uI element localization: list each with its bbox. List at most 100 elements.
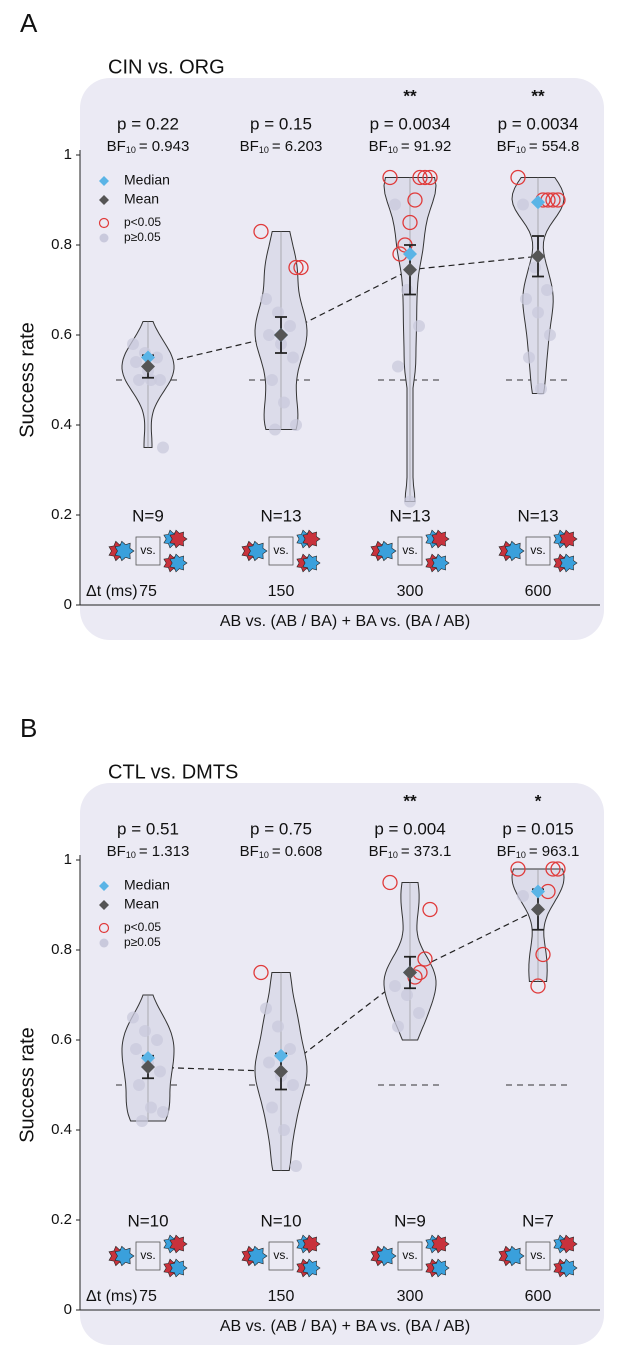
icon-shape [302, 553, 321, 573]
sig-point [530, 978, 546, 994]
chart-title: CTL vs. DMTS [108, 761, 238, 783]
sig-point [382, 169, 398, 186]
point [130, 1043, 142, 1055]
y-tick-label: 0 [64, 596, 72, 613]
legend-sig [98, 217, 110, 229]
y-tick-label: 0.8 [51, 236, 72, 253]
point [413, 1007, 425, 1019]
p-value: p = 0.15 [250, 114, 312, 133]
bf-value: = 6.203 [272, 138, 322, 155]
mean [403, 262, 417, 277]
icon-shape [559, 1234, 578, 1254]
icon-text: vs. [273, 543, 288, 557]
point [269, 423, 281, 436]
y-tick-label: 0.2 [51, 506, 72, 523]
icon-text: vs. [402, 543, 417, 557]
icon-text: vs. [530, 543, 545, 557]
bayes-factor: BF10 = 1.313 [107, 843, 190, 860]
point [389, 198, 401, 211]
dt-label: Δt (ms) [86, 583, 138, 600]
p-value: p = 0.51 [117, 819, 179, 838]
chart-title: CIN vs. ORG [108, 56, 225, 78]
sig-point [417, 169, 433, 186]
icon-box [525, 1241, 551, 1271]
icon-shape [376, 1245, 397, 1267]
median [531, 195, 545, 210]
icon-text: vs. [140, 1248, 155, 1262]
significance-stars: * [535, 791, 542, 810]
y-tick-label: 0.4 [51, 416, 72, 433]
y-tick-label: 1 [64, 146, 72, 163]
sig-point [382, 874, 398, 891]
sig-point [407, 192, 423, 208]
n-label: N=7 [522, 1211, 554, 1230]
point [130, 356, 142, 368]
icon-shape [114, 1245, 135, 1267]
point [266, 1101, 278, 1114]
sig-point [510, 861, 526, 877]
y-tick-label: 1 [64, 851, 72, 868]
sig-point [550, 192, 566, 208]
p-value: p = 0.75 [250, 819, 312, 838]
legend-label: p<0.05 [124, 215, 161, 229]
sig-point [288, 259, 304, 276]
point [145, 1101, 157, 1114]
icon-text: vs. [530, 1248, 545, 1262]
legend-label: p<0.05 [124, 920, 161, 934]
sig-point [422, 901, 438, 918]
x-tick-label: 75 [139, 583, 157, 600]
x-axis-label: AB vs. (AB / BA) + BA vs. (BA / AB) [220, 613, 470, 630]
sig-point [535, 946, 551, 963]
point [392, 360, 404, 373]
bf-prefix: BF [240, 843, 259, 860]
y-tick-label: 0.6 [51, 326, 72, 343]
bf-prefix: BF [240, 138, 259, 155]
icon-shape [504, 540, 525, 562]
point [154, 1065, 166, 1078]
icon-shape [504, 1245, 525, 1267]
point [517, 198, 529, 211]
icon-shape [247, 540, 268, 562]
point [272, 306, 284, 319]
icon-shape [302, 1234, 321, 1254]
n-label: N=13 [389, 506, 430, 525]
p-value: p = 0.015 [502, 819, 573, 838]
point [260, 293, 272, 305]
n-label: N=13 [260, 506, 301, 525]
legend-label: p≥0.05 [124, 230, 161, 244]
legend-median [99, 176, 109, 186]
point [389, 980, 401, 992]
n-label: N=9 [132, 506, 164, 525]
bayes-factor: BF10 = 373.1 [369, 843, 452, 860]
y-tick-label: 0.4 [51, 1121, 72, 1138]
bf-sub: 10 [388, 850, 398, 860]
y-tick-label: 0 [64, 1301, 72, 1318]
point [151, 1034, 163, 1046]
icon-box [397, 536, 423, 566]
mean [141, 359, 155, 374]
bf-prefix: BF [497, 843, 516, 860]
icon-shape [559, 529, 578, 549]
icon-box [397, 1241, 423, 1271]
point [154, 374, 166, 386]
bayes-factor: BF10 = 0.608 [240, 843, 323, 860]
bf-value: = 554.8 [529, 138, 579, 155]
p-value: p = 0.0034 [498, 114, 579, 133]
dt-label: Δt (ms) [86, 1288, 138, 1305]
x-tick-label: 75 [139, 1288, 157, 1305]
icon-shape [169, 529, 188, 549]
x-tick-label: 300 [397, 1288, 424, 1305]
bayes-factor: BF10 = 6.203 [240, 138, 323, 155]
x-tick-label: 150 [268, 1288, 295, 1305]
legend-nonsig [99, 233, 109, 243]
point [541, 284, 553, 296]
point [392, 1020, 404, 1033]
sig-point [422, 169, 438, 186]
legend-label: Median [124, 877, 170, 893]
point [136, 1115, 148, 1127]
mean [274, 1064, 288, 1079]
icon-shape [169, 1258, 188, 1278]
point [260, 1002, 272, 1015]
icon-shape [431, 1258, 450, 1278]
